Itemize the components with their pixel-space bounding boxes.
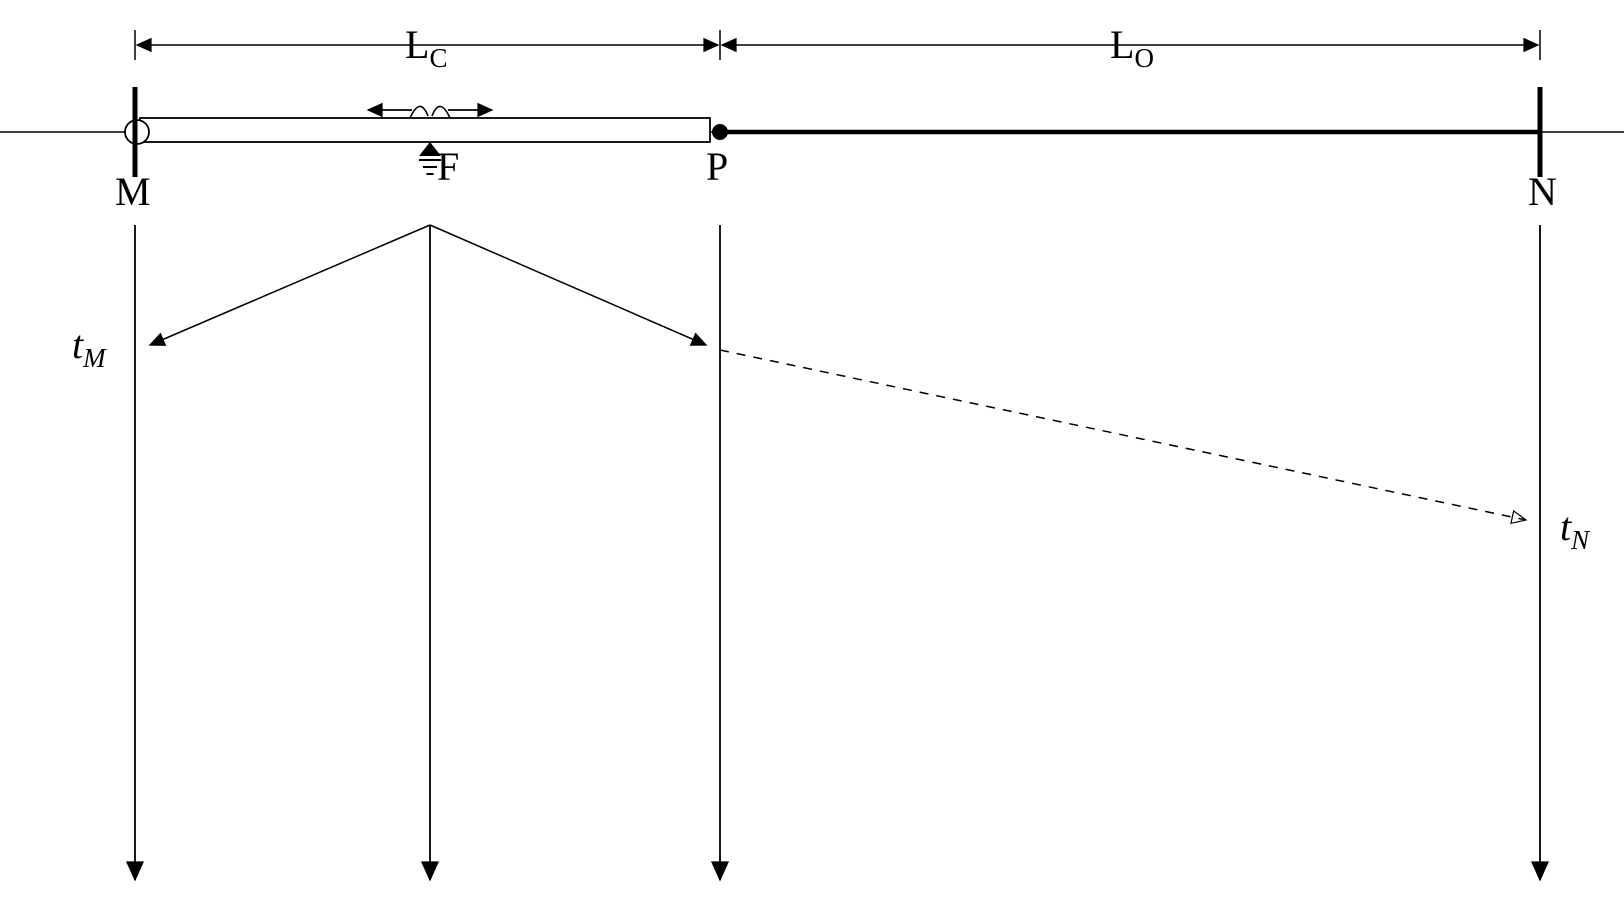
transmission-line-fault-diagram: LC LO M F P NtM tN [0,0,1624,909]
node-label-p: P [706,144,728,189]
node-label-m: M [115,169,151,214]
cable-section [140,118,710,142]
node-label-n: N [1528,169,1557,214]
dimension-label-lc: LC [405,22,447,73]
junction-point-p [712,124,728,140]
bus-m [133,87,138,177]
time-label-tn: tN [1560,504,1591,555]
time-label-tm: tM [72,322,107,373]
node-label-f: F [437,144,459,189]
dimension-label-lo: LO [1110,22,1154,73]
bus-n [1538,87,1543,177]
